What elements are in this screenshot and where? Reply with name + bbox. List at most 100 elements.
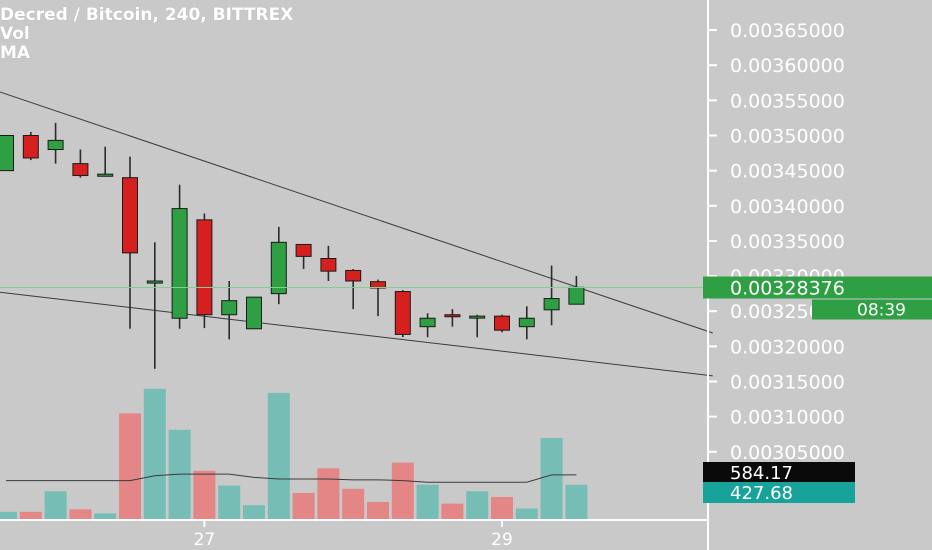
price-tick-label: 0.00310000 bbox=[730, 407, 845, 429]
candle bbox=[72, 149, 89, 178]
volume-badge-1-label: 584.17 bbox=[730, 463, 793, 484]
volume-bar bbox=[0, 511, 17, 520]
price-tick-label: 0.00360000 bbox=[730, 55, 845, 77]
volume-bar bbox=[491, 497, 513, 520]
price-tick-label: 0.00335000 bbox=[730, 231, 845, 253]
trendline-2 bbox=[0, 291, 713, 377]
volume-bar bbox=[94, 513, 117, 520]
candle-body bbox=[122, 177, 138, 254]
volume-bar bbox=[19, 511, 42, 520]
candle-body bbox=[196, 219, 213, 316]
volume-bar bbox=[218, 485, 241, 520]
volume-bar bbox=[342, 488, 365, 520]
time-tick-label: 27 bbox=[194, 530, 216, 550]
volume-bar bbox=[367, 501, 389, 520]
price-candles bbox=[0, 122, 585, 369]
candle bbox=[122, 156, 138, 329]
candle-body bbox=[22, 134, 39, 159]
candle-body bbox=[295, 243, 312, 257]
volume-bar bbox=[317, 468, 340, 520]
candle-body bbox=[370, 281, 386, 289]
candle bbox=[0, 134, 14, 172]
price-tick-label: 0.00345000 bbox=[730, 161, 845, 183]
price-tick-label: 0.00355000 bbox=[730, 90, 845, 112]
volume-bars bbox=[0, 388, 588, 520]
candle-body bbox=[469, 315, 486, 319]
candle bbox=[543, 265, 560, 326]
candle bbox=[270, 226, 287, 305]
volume-bar bbox=[69, 509, 92, 520]
countdown-badge bbox=[812, 299, 932, 320]
candle-body bbox=[97, 173, 114, 177]
ma-indicator-label: MA bbox=[0, 43, 31, 63]
candle bbox=[221, 280, 238, 340]
current-price-label: 0.00328376 bbox=[730, 277, 845, 299]
candle-body bbox=[419, 317, 436, 328]
volume-ma-line bbox=[6, 473, 577, 483]
candle-body bbox=[320, 258, 337, 272]
price-tick-label: 0.00315000 bbox=[730, 372, 845, 394]
candle-body bbox=[146, 280, 163, 284]
volume-bar bbox=[143, 388, 166, 520]
candle bbox=[171, 184, 188, 329]
vol-indicator-label: Vol bbox=[0, 24, 30, 44]
volume-bar bbox=[466, 491, 489, 520]
countdown-label: 08:39 bbox=[857, 300, 906, 320]
volume-bar bbox=[193, 470, 216, 520]
current-price-badge bbox=[703, 276, 932, 299]
price-tick-label: 0.00365000 bbox=[730, 20, 845, 42]
candle bbox=[196, 213, 213, 329]
candle bbox=[295, 243, 312, 270]
price-tick-label: 0.00340000 bbox=[730, 196, 845, 218]
volume-bar bbox=[292, 492, 315, 520]
candle-body bbox=[221, 300, 238, 316]
candle-body bbox=[0, 134, 14, 172]
candle bbox=[494, 314, 510, 333]
candle-body bbox=[543, 298, 560, 311]
candle bbox=[568, 276, 585, 305]
volume-bar bbox=[515, 508, 538, 520]
candle bbox=[370, 279, 386, 317]
candle bbox=[146, 242, 163, 369]
candle bbox=[97, 146, 114, 177]
volume-bar bbox=[416, 484, 439, 520]
time-tick-label: 29 bbox=[491, 530, 513, 550]
volume-bar bbox=[44, 491, 67, 520]
candle-body bbox=[444, 314, 461, 318]
volume-bar bbox=[168, 429, 191, 520]
volume-badge-1 bbox=[703, 462, 855, 483]
candle-body bbox=[394, 291, 411, 335]
volume-bar bbox=[243, 505, 265, 520]
volume-badge-2-label: 427.68 bbox=[730, 483, 793, 504]
candle bbox=[47, 122, 64, 164]
chart-title: Decred / Bitcoin, 240, BITTREX bbox=[0, 5, 294, 25]
candle bbox=[469, 314, 486, 338]
candle bbox=[320, 245, 337, 281]
volume-bar bbox=[391, 462, 414, 520]
candle-body bbox=[47, 139, 64, 151]
volume-bar bbox=[441, 503, 464, 520]
price-tick-label: 0.00320000 bbox=[730, 336, 845, 358]
candle-body bbox=[568, 286, 585, 305]
volume-badge-2 bbox=[703, 482, 855, 503]
volume-bar bbox=[540, 438, 563, 520]
candle-body bbox=[72, 163, 89, 177]
volume-bar bbox=[565, 484, 588, 520]
candle-body bbox=[246, 296, 262, 330]
volume-ma bbox=[6, 473, 577, 483]
candle-body bbox=[518, 317, 535, 328]
candle-body bbox=[171, 208, 188, 319]
volume-bar bbox=[119, 413, 141, 520]
candle bbox=[419, 313, 436, 338]
chart-legend: Decred / Bitcoin, 240, BITTREX Vol MA bbox=[0, 6, 293, 63]
candle bbox=[444, 309, 461, 327]
candle bbox=[345, 269, 362, 310]
candle-body bbox=[494, 315, 510, 331]
candle-body bbox=[345, 269, 362, 282]
candle bbox=[22, 131, 39, 161]
candle bbox=[394, 290, 411, 338]
trendline-1 bbox=[0, 91, 713, 334]
candle bbox=[518, 306, 535, 340]
